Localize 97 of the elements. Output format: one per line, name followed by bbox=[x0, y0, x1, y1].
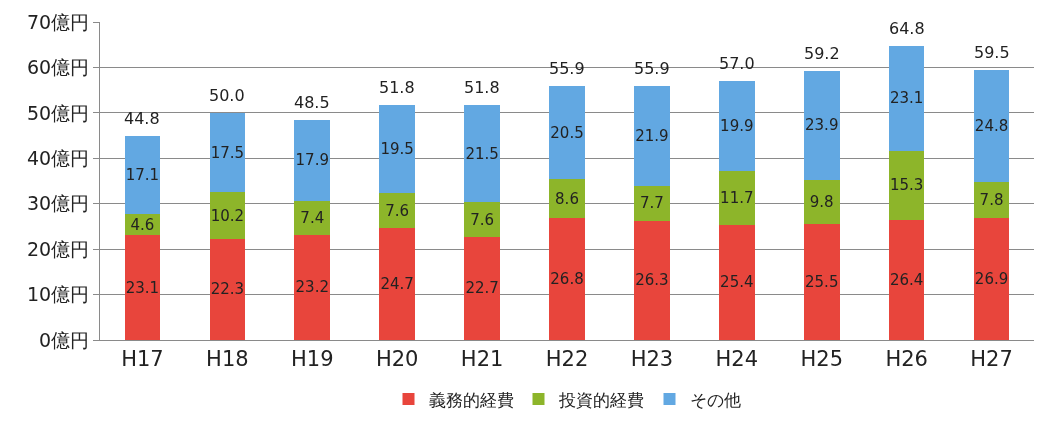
legend-label: 義務的経費 bbox=[428, 389, 514, 410]
data-label: 24.7 bbox=[380, 274, 414, 293]
y-tick-label: 30億円 bbox=[27, 192, 90, 215]
x-tick-label: H18 bbox=[206, 347, 249, 372]
data-label: 26.4 bbox=[889, 271, 924, 290]
data-label: 26.3 bbox=[635, 271, 669, 290]
bar bbox=[718, 81, 755, 172]
bar bbox=[124, 136, 161, 215]
bar bbox=[888, 220, 925, 340]
data-label: 17.1 bbox=[125, 166, 160, 185]
total-label: 44.8 bbox=[124, 109, 160, 128]
x-tick-label: H22 bbox=[545, 347, 589, 372]
data-label: 23.9 bbox=[805, 116, 839, 135]
total-label: 48.5 bbox=[294, 93, 330, 112]
bar bbox=[464, 104, 500, 203]
data-label: 23.1 bbox=[125, 278, 160, 297]
x-tick-label: H26 bbox=[885, 347, 928, 372]
data-label: 8.6 bbox=[555, 189, 579, 208]
data-label: 7.6 bbox=[385, 201, 410, 220]
total-label: 64.8 bbox=[889, 19, 925, 38]
data-label: 17.5 bbox=[210, 143, 245, 162]
data-label: 25.5 bbox=[805, 273, 839, 292]
total-label: 59.5 bbox=[974, 43, 1010, 62]
data-label: 23.2 bbox=[295, 278, 329, 297]
bar bbox=[718, 171, 755, 225]
bar bbox=[294, 234, 331, 340]
legend-label: その他 bbox=[689, 389, 741, 410]
bar bbox=[634, 86, 670, 186]
y-tick-label: 50億円 bbox=[27, 101, 90, 124]
bar bbox=[549, 179, 585, 219]
data-label: 17.9 bbox=[295, 151, 329, 170]
data-label: 11.7 bbox=[720, 189, 754, 208]
bar bbox=[634, 185, 670, 221]
y-tick-label: 70億円 bbox=[27, 10, 90, 33]
data-label: 21.5 bbox=[465, 144, 499, 163]
x-tick-label: H21 bbox=[460, 347, 504, 372]
x-tick-label: H19 bbox=[291, 347, 334, 372]
bar bbox=[209, 112, 246, 193]
data-label: 9.8 bbox=[809, 192, 834, 211]
legend-label: 投資的経費 bbox=[557, 389, 644, 410]
data-label: 7.4 bbox=[300, 208, 325, 227]
bar bbox=[973, 69, 1010, 183]
total-label: 55.9 bbox=[549, 59, 585, 78]
data-label: 10.2 bbox=[210, 206, 245, 225]
data-label: 20.5 bbox=[550, 123, 584, 142]
bar bbox=[379, 227, 416, 340]
bar bbox=[464, 202, 500, 237]
data-label: 21.9 bbox=[635, 126, 669, 145]
bar bbox=[379, 104, 416, 194]
data-label: 7.8 bbox=[979, 191, 1004, 210]
x-tick-label: H27 bbox=[970, 347, 1013, 372]
bar bbox=[124, 235, 161, 340]
data-label: 22.7 bbox=[465, 279, 499, 298]
bar bbox=[973, 182, 1010, 218]
data-label: 7.7 bbox=[639, 194, 664, 213]
data-label: 22.3 bbox=[210, 280, 245, 299]
x-tick-label: H23 bbox=[630, 347, 674, 372]
data-label: 7.6 bbox=[470, 210, 495, 229]
y-tick-label: 60億円 bbox=[27, 56, 90, 79]
bar bbox=[464, 236, 500, 340]
bar bbox=[803, 224, 840, 340]
x-tick-label: H25 bbox=[800, 347, 843, 372]
y-tick-label: 20億円 bbox=[27, 237, 90, 260]
data-label: 19.5 bbox=[380, 139, 414, 158]
total-label: 51.8 bbox=[464, 78, 500, 97]
data-label: 19.9 bbox=[720, 117, 754, 136]
bar bbox=[379, 193, 416, 228]
y-tick-label: 10億円 bbox=[27, 283, 90, 306]
data-label: 26.8 bbox=[550, 270, 584, 289]
total-label: 50.0 bbox=[209, 86, 245, 105]
bar bbox=[209, 238, 246, 340]
data-label: 15.3 bbox=[889, 176, 924, 195]
bar bbox=[294, 200, 331, 235]
x-tick-label: H20 bbox=[375, 347, 419, 372]
bar bbox=[549, 86, 585, 180]
y-tick-label: 40億円 bbox=[27, 146, 90, 169]
data-label: 26.9 bbox=[974, 269, 1009, 288]
bar bbox=[294, 119, 331, 201]
data-label: 25.4 bbox=[720, 273, 754, 292]
total-label: 51.8 bbox=[379, 78, 415, 97]
bar bbox=[803, 71, 840, 180]
x-tick-label: H17 bbox=[121, 347, 164, 372]
data-label: 23.1 bbox=[889, 89, 924, 108]
total-label: 55.9 bbox=[634, 59, 670, 78]
bar bbox=[973, 217, 1010, 340]
data-label: 24.8 bbox=[974, 117, 1009, 136]
bar bbox=[888, 45, 925, 151]
bar bbox=[634, 220, 670, 340]
bar bbox=[549, 218, 585, 340]
data-label: 4.6 bbox=[130, 215, 155, 234]
x-tick-label: H24 bbox=[715, 347, 759, 372]
y-tick-label: 0億円 bbox=[39, 328, 90, 351]
bar bbox=[718, 224, 755, 340]
total-label: 59.2 bbox=[804, 44, 840, 63]
bar bbox=[888, 150, 925, 221]
bar bbox=[803, 179, 840, 225]
total-label: 57.0 bbox=[719, 54, 755, 73]
